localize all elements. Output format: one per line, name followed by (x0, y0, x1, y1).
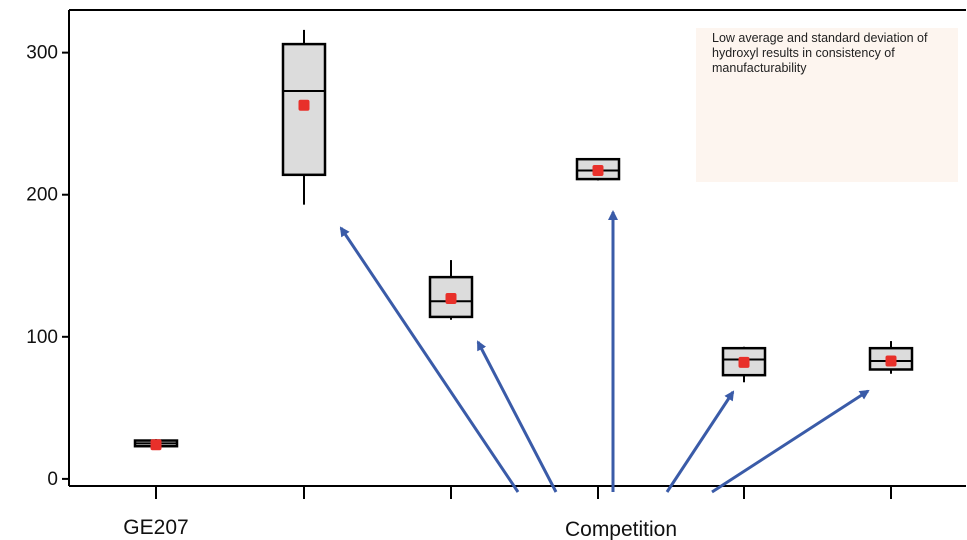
annotation-box: Low average and standard deviation of hy… (696, 28, 958, 182)
annotation-text: Low average and standard deviation of hy… (712, 31, 928, 75)
box-6 (868, 341, 914, 374)
mean-marker (885, 355, 897, 367)
mean-marker (592, 165, 604, 177)
axes (62, 9, 966, 499)
group-label: Competition (565, 518, 677, 540)
arrow (339, 226, 520, 493)
box-2 (281, 29, 327, 205)
box-1 (133, 439, 179, 451)
y-tick-label: 0 (47, 469, 58, 490)
box-4 (575, 157, 621, 181)
arrow (711, 389, 870, 494)
arrow (476, 340, 558, 493)
labels: 0 100 200 300 GE207 Competition (26, 43, 677, 540)
mean-marker (738, 356, 750, 368)
y-tick-label: 100 (26, 327, 58, 348)
y-tick-label: 200 (26, 185, 58, 206)
box-iqr (428, 275, 474, 319)
mean-marker (445, 292, 457, 304)
arrows (339, 210, 870, 494)
arrow (665, 390, 735, 493)
box-5 (721, 346, 767, 383)
x-category-label: GE207 (123, 516, 188, 539)
mean-marker (150, 439, 162, 451)
y-tick-label: 300 (26, 43, 58, 64)
box-3 (428, 260, 474, 320)
mean-marker (298, 99, 310, 111)
boxes (133, 29, 914, 451)
